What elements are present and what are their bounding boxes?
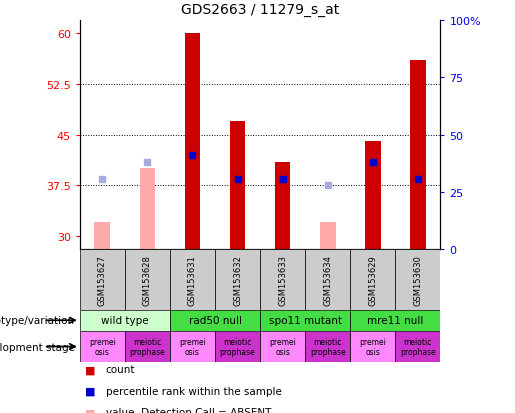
FancyBboxPatch shape [350, 250, 396, 310]
Text: wild type: wild type [101, 316, 149, 325]
Text: meiotic
prophase: meiotic prophase [400, 337, 436, 356]
Text: GSM153633: GSM153633 [278, 254, 287, 305]
FancyBboxPatch shape [396, 250, 440, 310]
Text: rad50 null: rad50 null [188, 316, 242, 325]
Bar [365, 142, 381, 250]
Text: development stage: development stage [0, 342, 75, 352]
Text: ■: ■ [85, 407, 95, 413]
Bar [320, 223, 336, 250]
Bar [184, 34, 200, 250]
FancyBboxPatch shape [80, 250, 125, 310]
FancyBboxPatch shape [170, 331, 215, 362]
FancyBboxPatch shape [305, 250, 350, 310]
FancyBboxPatch shape [350, 310, 440, 331]
FancyBboxPatch shape [80, 331, 125, 362]
Text: GSM153627: GSM153627 [98, 254, 107, 305]
Bar [274, 162, 290, 250]
Bar [410, 61, 426, 250]
Text: meiotic
prophase: meiotic prophase [130, 337, 165, 356]
Bar [94, 223, 110, 250]
Text: meiotic
prophase: meiotic prophase [220, 337, 255, 356]
Text: GSM153632: GSM153632 [233, 254, 242, 305]
Text: mre11 null: mre11 null [367, 316, 423, 325]
Text: count: count [106, 364, 135, 374]
Text: GSM153634: GSM153634 [323, 254, 332, 305]
FancyBboxPatch shape [260, 250, 305, 310]
Text: premei
osis: premei osis [269, 337, 296, 356]
FancyBboxPatch shape [80, 310, 170, 331]
Text: genotype/variation: genotype/variation [0, 316, 75, 325]
FancyBboxPatch shape [170, 250, 215, 310]
Text: value, Detection Call = ABSENT: value, Detection Call = ABSENT [106, 407, 271, 413]
FancyBboxPatch shape [305, 331, 350, 362]
FancyBboxPatch shape [396, 331, 440, 362]
Title: GDS2663 / 11279_s_at: GDS2663 / 11279_s_at [181, 3, 339, 17]
Text: percentile rank within the sample: percentile rank within the sample [106, 386, 282, 396]
Bar [140, 169, 156, 250]
FancyBboxPatch shape [215, 250, 260, 310]
Text: ■: ■ [85, 364, 95, 374]
Text: GSM153629: GSM153629 [368, 254, 377, 305]
Text: premei
osis: premei osis [89, 337, 116, 356]
Text: spo11 mutant: spo11 mutant [269, 316, 341, 325]
FancyBboxPatch shape [260, 331, 305, 362]
Text: GSM153631: GSM153631 [188, 254, 197, 305]
Text: premei
osis: premei osis [179, 337, 206, 356]
FancyBboxPatch shape [260, 310, 350, 331]
Text: ■: ■ [85, 386, 95, 396]
Text: premei
osis: premei osis [359, 337, 386, 356]
FancyBboxPatch shape [125, 331, 170, 362]
FancyBboxPatch shape [215, 331, 260, 362]
Text: GSM153630: GSM153630 [414, 254, 422, 305]
Text: meiotic
prophase: meiotic prophase [310, 337, 346, 356]
Text: GSM153628: GSM153628 [143, 254, 152, 305]
FancyBboxPatch shape [170, 310, 260, 331]
FancyBboxPatch shape [125, 250, 170, 310]
Bar [230, 122, 246, 250]
FancyBboxPatch shape [350, 331, 396, 362]
